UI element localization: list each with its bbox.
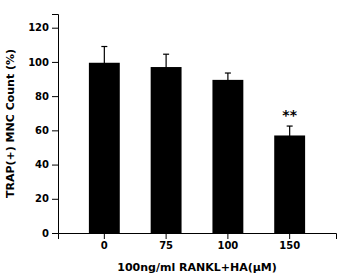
y-tick: 60 — [35, 125, 58, 136]
x-tick: 75 — [159, 233, 173, 251]
error-line — [227, 73, 228, 87]
y-tick-label: 0 — [42, 228, 49, 239]
x-tick-mark — [166, 233, 167, 239]
y-tick-mark — [52, 28, 58, 29]
x-axis: 0 75 100 150 — [59, 233, 337, 251]
y-tick: 0 — [42, 228, 58, 239]
x-tick-label: 100 — [217, 240, 238, 251]
x-tick-mark — [104, 233, 105, 239]
y-tick: 120 — [28, 22, 58, 33]
error-cap — [163, 54, 169, 55]
x-tick-label: 0 — [101, 240, 108, 251]
y-tick-label: 40 — [35, 159, 49, 170]
y-tick: 40 — [35, 159, 58, 170]
error-bar — [225, 73, 231, 87]
x-axis-title: 100ng/ml RANKL+HA(μM) — [117, 261, 277, 274]
x-tick-label: 150 — [279, 240, 300, 251]
y-tick-label: 80 — [35, 91, 49, 102]
y-tick-label: 20 — [35, 193, 49, 204]
y-tick-mark — [52, 165, 58, 166]
error-cap — [101, 78, 107, 79]
bar — [151, 67, 182, 233]
y-tick-mark — [52, 96, 58, 97]
y-tick-mark — [52, 130, 58, 131]
marks-clip — [89, 47, 305, 233]
y-axis-line — [52, 15, 59, 234]
x-tick-label: 75 — [159, 240, 173, 251]
error-line — [104, 47, 105, 80]
error-cap — [163, 79, 169, 80]
plot: 0 20 40 60 80 100 120 0 75 100 150 — [28, 15, 336, 252]
y-axis: 0 20 40 60 80 100 120 — [28, 15, 58, 239]
error-cap — [101, 46, 107, 47]
x-tick-mark — [289, 233, 290, 239]
error-cap — [287, 144, 293, 145]
y-tick: 80 — [35, 91, 58, 102]
error-bar — [163, 54, 169, 80]
y-tick-label: 60 — [35, 125, 49, 136]
y-tick: 100 — [28, 57, 58, 68]
y-tick-mark — [52, 62, 58, 63]
bar — [89, 63, 120, 233]
annotation: ** — [282, 107, 297, 123]
y-axis-title: TRAP(+) MNC Count (%) — [4, 49, 17, 198]
marks — [89, 47, 305, 233]
chart: 0 20 40 60 80 100 120 0 75 100 150100ng/ml RANKL+H… — [0, 0, 348, 279]
x-tick: 150 — [279, 233, 300, 251]
y-tick-label: 100 — [28, 57, 49, 68]
error-cap — [225, 86, 231, 87]
y-tick: 20 — [35, 193, 58, 204]
y-tick-label: 120 — [28, 22, 49, 33]
error-line — [289, 126, 290, 145]
x-tick: 100 — [217, 233, 238, 251]
x-tick: 0 — [101, 233, 108, 251]
y-tick-mark — [52, 233, 58, 234]
error-cap — [287, 125, 293, 126]
bar — [212, 80, 243, 233]
x-axis-line — [59, 234, 337, 240]
error-bar — [287, 126, 293, 145]
error-bar — [101, 47, 107, 80]
error-line — [166, 54, 167, 80]
x-tick-mark — [227, 233, 228, 239]
y-tick-mark — [52, 199, 58, 200]
bar — [274, 135, 305, 233]
error-cap — [225, 72, 231, 73]
